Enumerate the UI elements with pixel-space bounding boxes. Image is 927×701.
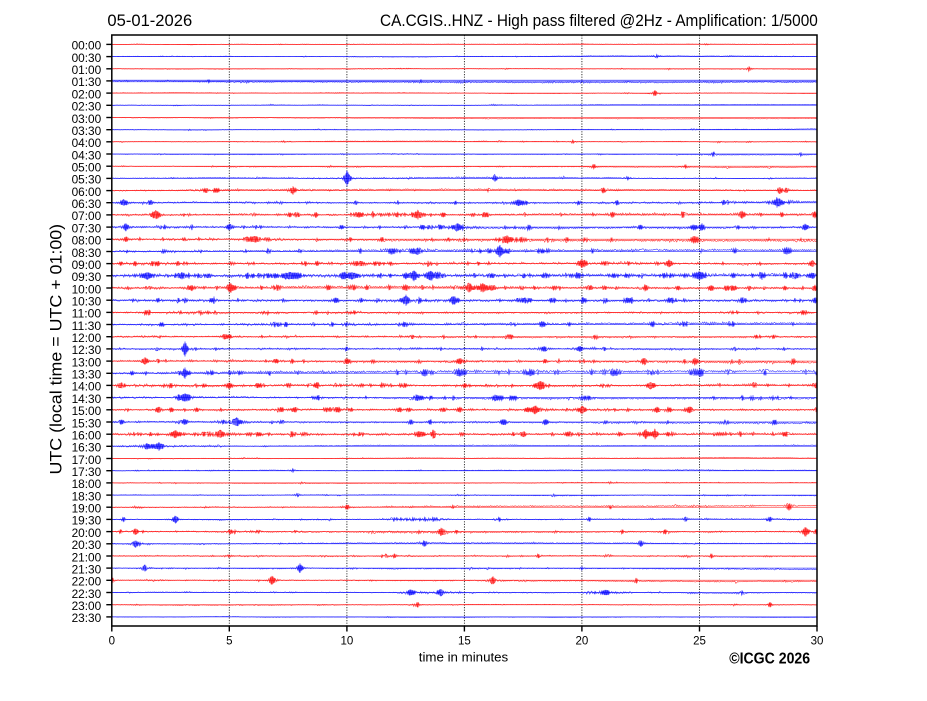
svg-text:17:00: 17:00 [72, 455, 102, 467]
svg-text:19:00: 19:00 [72, 504, 102, 516]
svg-text:04:00: 04:00 [72, 138, 102, 150]
svg-text:03:00: 03:00 [72, 114, 102, 126]
svg-text:22:00: 22:00 [72, 577, 102, 589]
svg-text:06:30: 06:30 [72, 199, 102, 211]
svg-text:10:30: 10:30 [72, 297, 102, 309]
svg-text:11:00: 11:00 [72, 309, 102, 321]
svg-text:©ICGC 2026: ©ICGC 2026 [729, 651, 810, 668]
svg-text:18:00: 18:00 [72, 479, 102, 491]
svg-text:18:30: 18:30 [72, 491, 102, 503]
svg-text:04:30: 04:30 [72, 150, 102, 162]
svg-text:22:30: 22:30 [72, 589, 102, 601]
svg-text:5: 5 [226, 636, 232, 648]
svg-text:00:30: 00:30 [72, 53, 102, 65]
svg-text:07:30: 07:30 [72, 223, 102, 235]
svg-text:06:00: 06:00 [72, 187, 102, 199]
svg-text:00:00: 00:00 [72, 41, 102, 53]
svg-text:17:30: 17:30 [72, 467, 102, 479]
svg-text:14:00: 14:00 [72, 382, 102, 394]
svg-text:14:30: 14:30 [72, 394, 102, 406]
svg-text:20: 20 [576, 636, 589, 648]
svg-text:20:00: 20:00 [72, 528, 102, 540]
svg-text:12:30: 12:30 [72, 345, 102, 357]
svg-text:30: 30 [811, 636, 824, 648]
svg-text:23:00: 23:00 [72, 601, 102, 613]
svg-text:02:30: 02:30 [72, 102, 102, 114]
svg-text:16:00: 16:00 [72, 431, 102, 443]
svg-text:10: 10 [341, 636, 354, 648]
svg-text:01:00: 01:00 [72, 65, 102, 77]
svg-text:21:30: 21:30 [72, 564, 102, 576]
svg-text:13:30: 13:30 [72, 370, 102, 382]
svg-text:02:00: 02:00 [72, 89, 102, 101]
svg-text:15: 15 [458, 636, 471, 648]
svg-text:05:00: 05:00 [72, 163, 102, 175]
svg-text:15:30: 15:30 [72, 418, 102, 430]
svg-text:0: 0 [109, 636, 115, 648]
svg-text:20:30: 20:30 [72, 540, 102, 552]
svg-text:25: 25 [693, 636, 706, 648]
svg-text:05-01-2026: 05-01-2026 [107, 11, 192, 30]
svg-text:08:30: 08:30 [72, 248, 102, 260]
svg-text:11:30: 11:30 [72, 321, 102, 333]
svg-text:16:30: 16:30 [72, 443, 102, 455]
svg-text:10:00: 10:00 [72, 284, 102, 296]
svg-text:21:00: 21:00 [72, 552, 102, 564]
svg-text:09:30: 09:30 [72, 272, 102, 284]
svg-text:08:00: 08:00 [72, 236, 102, 248]
svg-text:13:00: 13:00 [72, 357, 102, 369]
svg-text:07:00: 07:00 [72, 211, 102, 223]
svg-text:19:30: 19:30 [72, 516, 102, 528]
svg-text:UTC (local time = UTC + 01:00): UTC (local time = UTC + 01:00) [46, 224, 65, 475]
svg-text:05:30: 05:30 [72, 175, 102, 187]
svg-text:01:30: 01:30 [72, 77, 102, 89]
svg-text:time in minutes: time in minutes [419, 649, 509, 664]
svg-text:15:00: 15:00 [72, 406, 102, 418]
svg-text:12:00: 12:00 [72, 333, 102, 345]
svg-text:23:30: 23:30 [72, 613, 102, 625]
svg-text:CA.CGIS..HNZ - High pass filte: CA.CGIS..HNZ - High pass filtered @2Hz -… [380, 11, 818, 30]
svg-text:03:30: 03:30 [72, 126, 102, 138]
svg-text:09:00: 09:00 [72, 260, 102, 272]
